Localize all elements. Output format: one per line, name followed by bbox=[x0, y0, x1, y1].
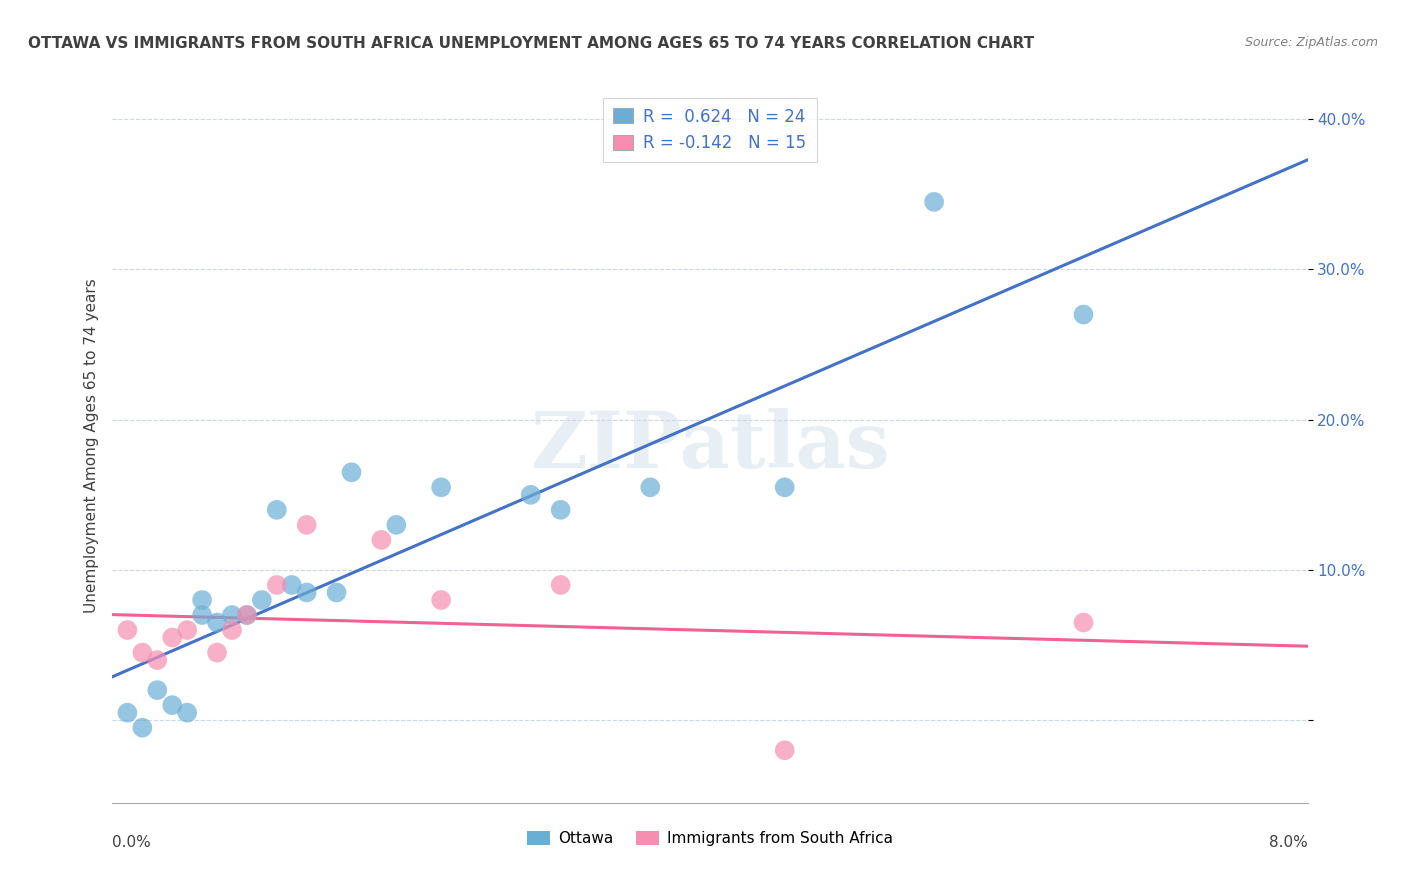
Point bbox=[1073, 615, 1095, 630]
Point bbox=[325, 585, 347, 599]
Point bbox=[176, 623, 198, 637]
Point bbox=[266, 578, 288, 592]
Point bbox=[295, 585, 318, 599]
Text: 8.0%: 8.0% bbox=[1268, 835, 1308, 850]
Point bbox=[370, 533, 392, 547]
Point bbox=[550, 503, 572, 517]
Text: ZIPatlas: ZIPatlas bbox=[530, 408, 890, 484]
Point bbox=[773, 743, 796, 757]
Text: 0.0%: 0.0% bbox=[112, 835, 152, 850]
Point bbox=[162, 631, 183, 645]
Point bbox=[191, 607, 214, 622]
Point bbox=[520, 488, 543, 502]
Point bbox=[176, 706, 198, 720]
Point bbox=[430, 480, 453, 494]
Point bbox=[221, 623, 243, 637]
Point bbox=[117, 706, 139, 720]
Point bbox=[250, 593, 273, 607]
Point bbox=[640, 480, 662, 494]
Point bbox=[430, 593, 453, 607]
Point bbox=[385, 517, 408, 532]
Point bbox=[146, 653, 169, 667]
Point bbox=[550, 578, 572, 592]
Point bbox=[236, 607, 259, 622]
Point bbox=[281, 578, 304, 592]
Y-axis label: Unemployment Among Ages 65 to 74 years: Unemployment Among Ages 65 to 74 years bbox=[83, 278, 98, 614]
Legend: R =  0.624   N = 24, R = -0.142   N = 15: R = 0.624 N = 24, R = -0.142 N = 15 bbox=[603, 97, 817, 161]
Point bbox=[146, 683, 169, 698]
Point bbox=[221, 607, 243, 622]
Text: OTTAWA VS IMMIGRANTS FROM SOUTH AFRICA UNEMPLOYMENT AMONG AGES 65 TO 74 YEARS CO: OTTAWA VS IMMIGRANTS FROM SOUTH AFRICA U… bbox=[28, 36, 1035, 51]
Point bbox=[131, 721, 153, 735]
Point bbox=[295, 517, 318, 532]
Point bbox=[1073, 308, 1095, 322]
Point bbox=[131, 646, 153, 660]
Point bbox=[191, 593, 214, 607]
Point bbox=[236, 607, 259, 622]
Point bbox=[205, 615, 228, 630]
Point bbox=[205, 646, 228, 660]
Point bbox=[922, 194, 945, 209]
Text: Source: ZipAtlas.com: Source: ZipAtlas.com bbox=[1244, 36, 1378, 49]
Point bbox=[773, 480, 796, 494]
Point bbox=[117, 623, 139, 637]
Point bbox=[340, 465, 363, 479]
Point bbox=[162, 698, 183, 713]
Point bbox=[266, 503, 288, 517]
